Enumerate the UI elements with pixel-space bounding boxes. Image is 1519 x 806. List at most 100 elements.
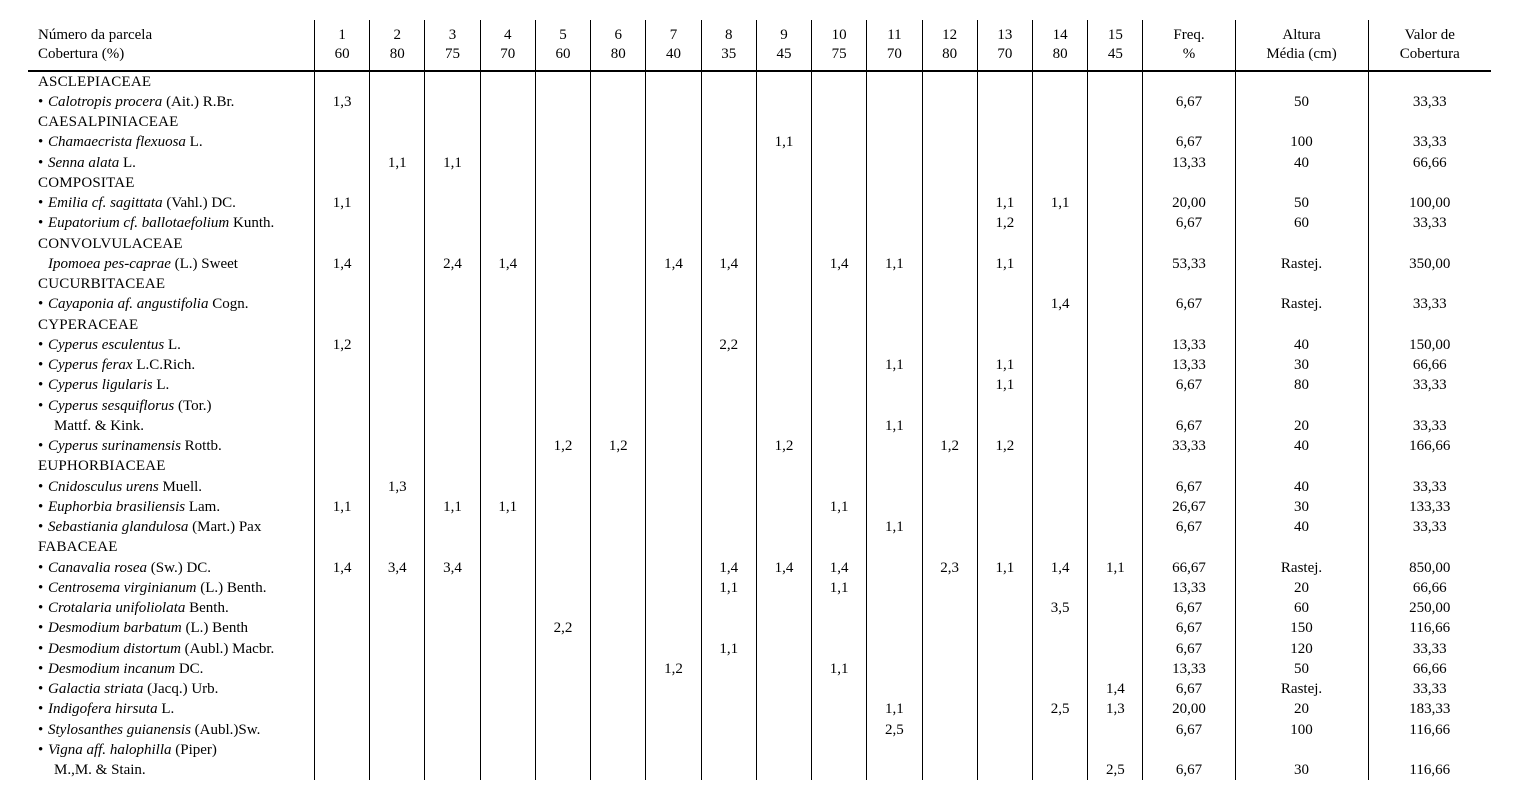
freq-cell [1143,537,1235,557]
plot-cell [977,679,1032,699]
plot-cell [480,193,535,213]
col-plot-header-3: 375 [425,20,480,71]
plot-cell [701,416,756,436]
plot-cell [646,760,701,780]
plot-cell [812,153,867,173]
col-plot-header-9: 945 [756,20,811,71]
plot-cell [1088,153,1143,173]
plot-cell [370,760,425,780]
plot-cell [701,618,756,638]
plot-cell [867,375,922,395]
plot-cell [922,456,977,476]
plot-cell: 1,4 [701,254,756,274]
plot-cell [480,315,535,335]
plot-cell [977,132,1032,152]
val-cell: 33,33 [1368,375,1491,395]
plot-cell [480,213,535,233]
alt-cell: 100 [1235,132,1368,152]
plot-cell [370,375,425,395]
plot-cell [370,112,425,132]
plot-cell: 1,1 [756,132,811,152]
plot-cell [756,477,811,497]
plot-cell [646,132,701,152]
plot-cell [922,71,977,92]
species-row: •Cyperus surinamensis Rottb.1,21,21,21,2… [28,436,1491,456]
plot-cell [756,517,811,537]
plot-cell [535,92,590,112]
plot-cell [701,294,756,314]
freq-cell: 6,67 [1143,132,1235,152]
plot-cell [314,598,369,618]
plot-cell [922,335,977,355]
plot-cell [646,396,701,416]
plot-cell [314,112,369,132]
alt-cell: 20 [1235,699,1368,719]
family-label: CUCURBITACEAE [28,274,314,294]
plot-cell [867,598,922,618]
freq-cell: 6,67 [1143,294,1235,314]
family-label: FABACEAE [28,537,314,557]
plot-cell [591,477,646,497]
col-plot-header-15: 1545 [1088,20,1143,71]
plot-cell [977,71,1032,92]
plot-cell: 1,2 [922,436,977,456]
plot-cell [922,396,977,416]
plot-cell [1033,740,1088,760]
plot-cell [314,578,369,598]
plot-cell [480,375,535,395]
plot-cell: 1,1 [425,497,480,517]
plot-cell [812,71,867,92]
plot-cell [425,456,480,476]
plot-cell [425,618,480,638]
alt-cell: 80 [1235,375,1368,395]
plot-cell [591,720,646,740]
plot-cell [701,132,756,152]
plot-cell: 1,4 [812,254,867,274]
plot-cell [922,92,977,112]
plot-cell [314,71,369,92]
plot-cell: 1,1 [977,254,1032,274]
plot-cell [977,598,1032,618]
plot-cell [646,193,701,213]
plot-cell [314,699,369,719]
species-row: Mattf. & Kink.1,16,672033,33 [28,416,1491,436]
plot-cell [535,537,590,557]
plot-cell: 1,1 [867,254,922,274]
plot-cell: 1,4 [756,558,811,578]
plot-cell [314,740,369,760]
plot-cell [812,639,867,659]
plot-cell: 1,1 [480,497,535,517]
plot-cell [480,355,535,375]
plot-cell: 2,5 [867,720,922,740]
plot-cell [591,335,646,355]
plot-cell [1033,132,1088,152]
plot-cell [922,132,977,152]
family-label: EUPHORBIACEAE [28,456,314,476]
plot-cell [591,254,646,274]
plot-cell: 1,1 [701,578,756,598]
plot-cell [867,71,922,92]
plot-cell [591,760,646,780]
plot-cell [591,517,646,537]
alt-cell [1235,456,1368,476]
plot-cell [425,517,480,537]
alt-cell [1235,315,1368,335]
plot-cell [756,193,811,213]
freq-cell: 6,67 [1143,517,1235,537]
plot-cell [812,720,867,740]
species-row: •Senna alata L.1,11,113,334066,66 [28,153,1491,173]
val-cell: 150,00 [1368,335,1491,355]
plot-cell: 1,4 [1033,294,1088,314]
plot-cell [646,477,701,497]
plot-cell [701,92,756,112]
val-cell: 166,66 [1368,436,1491,456]
plot-cell [812,396,867,416]
plot-cell [922,639,977,659]
freq-cell: 26,67 [1143,497,1235,517]
plot-cell [370,274,425,294]
plot-cell: 1,2 [977,436,1032,456]
plot-cell [1033,274,1088,294]
alt-cell: 150 [1235,618,1368,638]
plot-cell [756,740,811,760]
freq-cell: 53,33 [1143,254,1235,274]
